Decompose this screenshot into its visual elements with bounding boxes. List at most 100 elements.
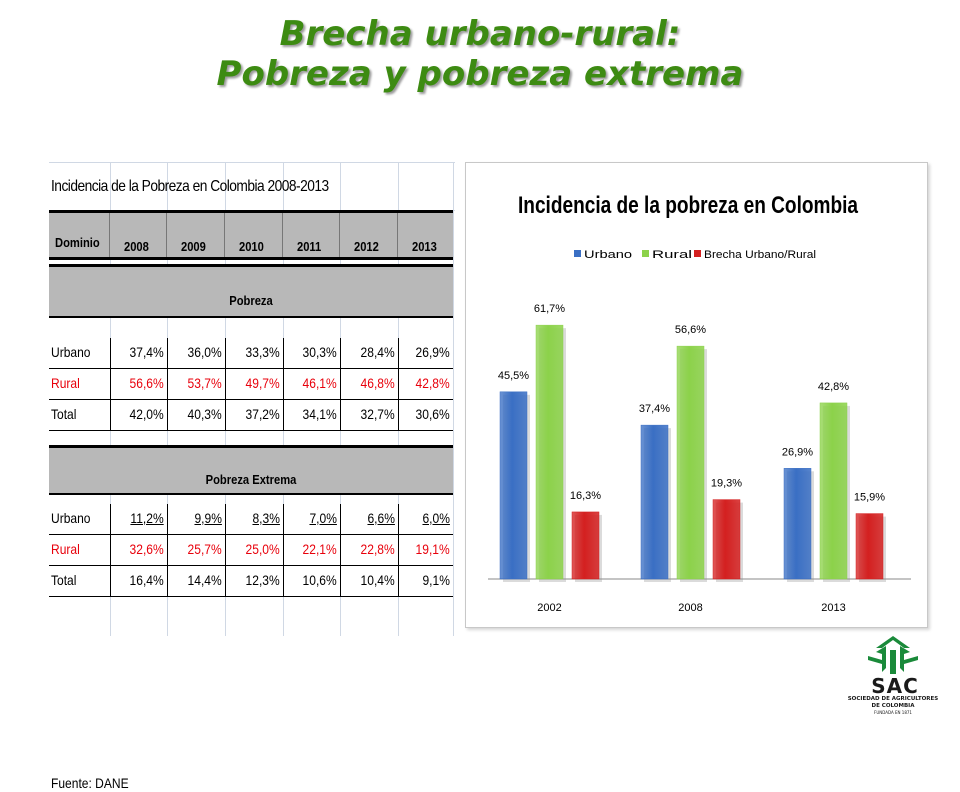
table-cell: 53,7% — [167, 369, 225, 399]
table-cell: 25,0% — [225, 535, 283, 565]
header-year: 2011 — [283, 213, 340, 257]
grid-line — [453, 162, 454, 636]
table-cell: 34,1% — [283, 400, 340, 430]
table-row: Urbano 37,4% 36,0% 33,3% 30,3% 28,4% 26,9% — [49, 338, 453, 369]
legend-label: Urbano — [584, 249, 632, 261]
bar — [499, 391, 528, 580]
header-year: 2009 — [167, 213, 225, 257]
table-cell: 40,3% — [167, 400, 225, 430]
data-label: 37,4% — [639, 403, 670, 415]
legend-swatch — [574, 250, 581, 257]
sac-logo-icon — [868, 636, 918, 674]
data-label: 42,8% — [818, 381, 849, 393]
table-cell: 46,1% — [283, 369, 340, 399]
sac-logo-name: SAC — [871, 674, 919, 698]
x-tick-label: 2013 — [821, 602, 845, 614]
table-row: Rural 56,6% 53,7% 49,7% 46,1% 46,8% 42,8% — [49, 369, 453, 400]
table-cell: 7,0% — [283, 504, 340, 534]
header-year: 2010 — [225, 213, 283, 257]
table-row: Total 16,4% 14,4% 12,3% 10,6% 10,4% 9,1% — [49, 566, 453, 597]
row-label: Total — [51, 406, 77, 422]
slide-title-line-1: Brecha urbano-rural: — [279, 14, 681, 54]
bar — [535, 324, 564, 580]
slide-title-line-2: Pobreza y pobreza extrema — [216, 54, 744, 94]
table-cell: 19,1% — [398, 535, 453, 565]
sac-logo-line1: SOCIEDAD DE AGRICULTORES — [847, 696, 939, 702]
table-cell: 10,4% — [340, 566, 398, 596]
table-cell: 22,8% — [340, 535, 398, 565]
table-cell: 11,2% — [110, 504, 167, 534]
table-cell: 37,2% — [225, 400, 283, 430]
table-header-row: Dominio 2008 2009 2010 2011 2012 2013 — [49, 210, 453, 260]
bar-chart: Incidencia de la pobreza en Colombia Urba… — [465, 162, 928, 628]
bar — [819, 402, 848, 580]
table-cell: 9,1% — [398, 566, 453, 596]
bar — [676, 345, 705, 580]
sac-logo: SAC SOCIEDAD DE AGRICULTORES DE COLOMBIA… — [838, 634, 948, 718]
table-cell: 36,0% — [167, 338, 225, 368]
header-dominio: Dominio — [49, 213, 110, 257]
table-cell: 32,6% — [110, 535, 167, 565]
table-cell: 25,7% — [167, 535, 225, 565]
x-tick-label: 2002 — [537, 602, 561, 614]
data-label: 16,3% — [570, 490, 601, 502]
table-cell: 22,1% — [283, 535, 340, 565]
table-cell: 42,8% — [398, 369, 453, 399]
header-year: 2008 — [110, 213, 167, 257]
table-cell: 56,6% — [110, 369, 167, 399]
table-row: Rural 32,6% 25,7% 25,0% 22,1% 22,8% 19,1% — [49, 535, 453, 566]
poverty-table: Incidencia de la Pobreza en Colombia 200… — [49, 162, 455, 791]
data-label: 45,5% — [498, 370, 529, 382]
row-label: Rural — [51, 375, 80, 391]
sac-logo-line3: FUNDADA EN 1871 — [874, 710, 912, 715]
table-cell: 49,7% — [225, 369, 283, 399]
table-cell: 30,3% — [283, 338, 340, 368]
table-cell: 28,4% — [340, 338, 398, 368]
table-source: Fuente: DANE — [51, 775, 129, 791]
table-cell: 8,3% — [225, 504, 283, 534]
legend-label: Rural — [652, 249, 692, 261]
table-cell: 37,4% — [110, 338, 167, 368]
bar — [783, 468, 812, 580]
table-row: Urbano 11,2% 9,9% 8,3% 7,0% 6,6% 6,0% — [49, 504, 453, 535]
table-cell: 14,4% — [167, 566, 225, 596]
table-cell: 42,0% — [110, 400, 167, 430]
table-cell: 46,8% — [340, 369, 398, 399]
table-cell: 16,4% — [110, 566, 167, 596]
section-pobreza: Pobreza — [49, 264, 453, 318]
header-year: 2012 — [340, 213, 398, 257]
grid-line — [49, 162, 455, 163]
section-pobreza-extrema: Pobreza Extrema — [49, 445, 453, 495]
table-cell: 10,6% — [283, 566, 340, 596]
row-label: Total — [51, 572, 77, 588]
bar-chart-svg: Incidencia de la pobreza en Colombia Urba… — [488, 192, 911, 614]
table-cell: 9,9% — [167, 504, 225, 534]
bar — [855, 513, 884, 580]
data-label: 19,3% — [711, 478, 742, 490]
table-row: Total 42,0% 40,3% 37,2% 34,1% 32,7% 30,6% — [49, 400, 453, 431]
data-label: 26,9% — [782, 446, 813, 458]
table-cell: 32,7% — [340, 400, 398, 430]
sac-logo-line2: DE COLOMBIA — [871, 703, 915, 709]
bar — [712, 499, 741, 580]
table-cell: 26,9% — [398, 338, 453, 368]
row-label: Rural — [51, 541, 80, 557]
table-cell: 30,6% — [398, 400, 453, 430]
table-cell: 6,0% — [398, 504, 453, 534]
legend-label: Brecha Urbano/Rural — [704, 249, 816, 261]
header-year: 2013 — [412, 239, 437, 254]
slide-title: Brecha urbano-rural: Pobreza y pobreza e… — [0, 14, 960, 94]
x-tick-label: 2008 — [678, 602, 702, 614]
data-label: 15,9% — [854, 492, 885, 504]
row-label: Urbano — [51, 510, 91, 526]
bar — [571, 511, 600, 580]
legend-swatch — [694, 250, 701, 257]
table-title: Incidencia de la Pobreza en Colombia 200… — [51, 178, 329, 195]
table-cell: 12,3% — [225, 566, 283, 596]
data-label: 56,6% — [675, 324, 706, 336]
data-label: 61,7% — [534, 303, 565, 315]
row-label: Urbano — [51, 344, 91, 360]
table-cell: 6,6% — [340, 504, 398, 534]
legend-swatch — [642, 250, 649, 257]
table-cell: 33,3% — [225, 338, 283, 368]
